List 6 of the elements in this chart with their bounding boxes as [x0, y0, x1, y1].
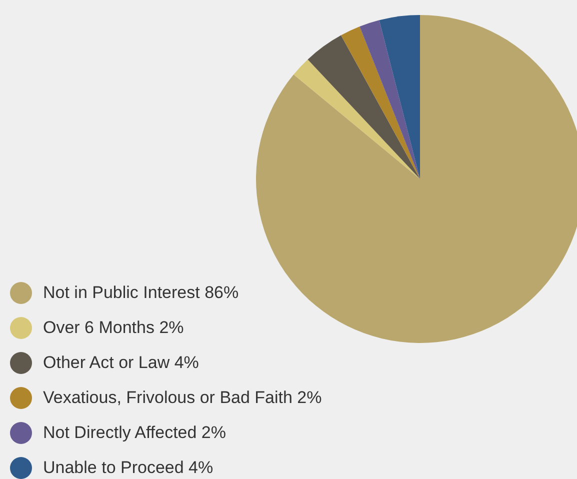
legend-label: Over 6 Months 2% [43, 318, 184, 338]
legend-label: Vexatious, Frivolous or Bad Faith 2% [43, 388, 322, 408]
legend-label: Other Act or Law 4% [43, 352, 199, 372]
legend-label: Not Directly Affected 2% [43, 422, 226, 442]
legend-label: Unable to Proceed 4% [43, 458, 214, 478]
legend-label: Not in Public Interest 86% [43, 282, 239, 302]
